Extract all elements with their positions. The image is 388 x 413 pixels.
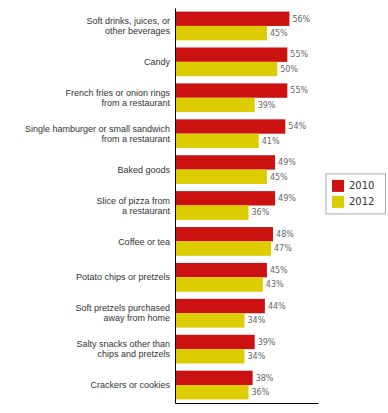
data-label: 56% bbox=[292, 15, 310, 24]
data-label: 39% bbox=[258, 101, 276, 110]
tick: Crackers or cookies bbox=[90, 380, 175, 390]
tick: French fries or onion ringsfrom a restau… bbox=[65, 88, 175, 108]
legend-swatch bbox=[332, 180, 344, 192]
legend: 2010 2012 bbox=[326, 174, 385, 214]
tick-label: Soft pretzels purchasedaway from home bbox=[75, 303, 170, 323]
tick: Soft pretzels purchasedaway from home bbox=[75, 303, 175, 323]
data-label: 36% bbox=[252, 208, 270, 217]
bar bbox=[175, 119, 285, 133]
data-label: 38% bbox=[256, 374, 274, 383]
data-label: 45% bbox=[270, 29, 288, 38]
data-label: 34% bbox=[247, 316, 265, 325]
data-label: 49% bbox=[278, 194, 296, 203]
bar bbox=[175, 191, 275, 205]
bar bbox=[175, 12, 289, 26]
bars bbox=[175, 12, 289, 400]
legend-frame bbox=[326, 174, 385, 214]
tick: Potato chips or pretzels bbox=[76, 272, 175, 282]
bar bbox=[175, 62, 277, 76]
bar bbox=[175, 241, 271, 255]
tick-label: Slice of pizza froma restaurant bbox=[96, 196, 170, 216]
data-label: 34% bbox=[247, 352, 265, 361]
data-label: 41% bbox=[262, 137, 280, 146]
bar bbox=[175, 134, 259, 148]
data-label: 43% bbox=[266, 280, 284, 289]
bar bbox=[175, 349, 244, 363]
bar bbox=[175, 26, 267, 40]
bar bbox=[175, 170, 267, 184]
bar bbox=[175, 385, 249, 399]
data-label: 50% bbox=[280, 65, 298, 74]
tick: Single hamburger or small sandwichfrom a… bbox=[25, 124, 175, 144]
tick-label: Baked goods bbox=[117, 165, 170, 175]
bar bbox=[175, 98, 255, 112]
data-label: 55% bbox=[290, 86, 308, 95]
tick-label: Single hamburger or small sandwichfrom a… bbox=[25, 124, 171, 144]
bar bbox=[175, 299, 265, 313]
data-labels: 56% 55% 55% 54% 49% 49% 48% 45% 44% 39% 38% 45% 50% 3… bbox=[247, 15, 310, 397]
tick-label: Soft drinks, juices, orother beverages bbox=[86, 16, 170, 36]
axis-line bbox=[176, 403, 319, 404]
data-label: 45% bbox=[270, 266, 288, 275]
legend-item: 2010 bbox=[332, 180, 374, 192]
bar bbox=[175, 227, 273, 241]
legend-label: 2010 bbox=[349, 180, 374, 191]
data-label: 47% bbox=[274, 244, 292, 253]
tick: Soft drinks, juices, orother beverages bbox=[86, 16, 175, 36]
bar bbox=[175, 48, 287, 62]
bar bbox=[175, 83, 287, 97]
tick-label: Coffee or tea bbox=[118, 237, 170, 247]
y-axis: Soft drinks, juices, orother beverages Ca… bbox=[25, 9, 176, 404]
data-label: 36% bbox=[252, 388, 270, 397]
tick-label: Candy bbox=[144, 57, 171, 67]
chart: 56% 55% 55% 54% 49% 49% 48% 45% 44% 39% 38% 45% 50% 3… bbox=[0, 0, 388, 413]
bar bbox=[175, 371, 253, 385]
data-label: 55% bbox=[290, 50, 308, 59]
tick-label: Salty snacks other thanchips and pretzel… bbox=[76, 339, 170, 359]
data-label: 49% bbox=[278, 158, 296, 167]
x-axis bbox=[176, 403, 319, 404]
data-label: 39% bbox=[258, 338, 276, 347]
tick-label: Potato chips or pretzels bbox=[76, 272, 171, 282]
tick: Coffee or tea bbox=[118, 237, 175, 247]
bar bbox=[175, 277, 263, 291]
data-label: 54% bbox=[288, 122, 306, 131]
bar bbox=[175, 313, 244, 327]
tick-label: Crackers or cookies bbox=[90, 380, 170, 390]
axis-line bbox=[175, 9, 176, 404]
legend-label: 2012 bbox=[349, 196, 374, 207]
tick-label: French fries or onion ringsfrom a restau… bbox=[65, 88, 170, 108]
tick: Candy bbox=[144, 57, 175, 67]
legend-item: 2012 bbox=[332, 196, 374, 208]
legend-swatch bbox=[332, 196, 344, 208]
bar bbox=[175, 206, 249, 220]
bar bbox=[175, 263, 267, 277]
tick: Baked goods bbox=[117, 165, 175, 175]
bar bbox=[175, 335, 255, 349]
data-label: 48% bbox=[276, 230, 294, 239]
plot: 56% 55% 55% 54% 49% 49% 48% 45% 44% 39% 38% 45% 50% 3… bbox=[25, 9, 319, 404]
data-label: 45% bbox=[270, 173, 288, 182]
tick: Slice of pizza froma restaurant bbox=[96, 196, 175, 216]
bar bbox=[175, 155, 275, 169]
data-label: 44% bbox=[268, 302, 286, 311]
tick: Salty snacks other thanchips and pretzel… bbox=[76, 339, 175, 359]
